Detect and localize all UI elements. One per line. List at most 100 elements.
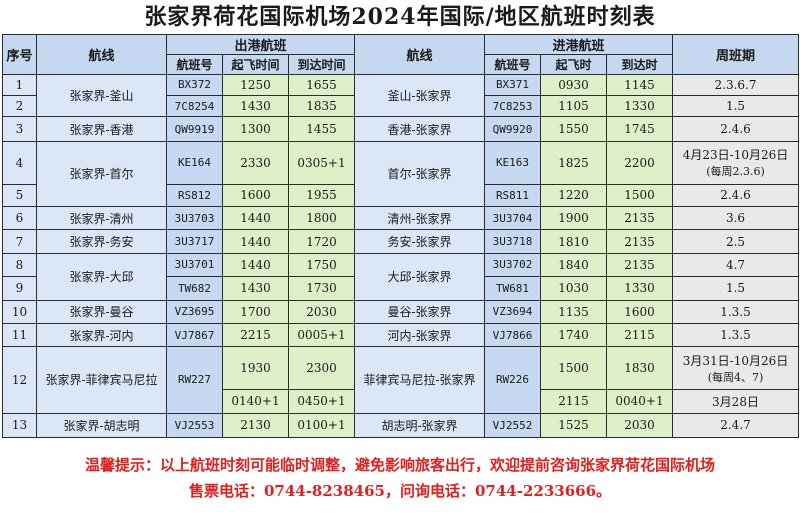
weekly-days: 1.5 (672, 95, 799, 118)
out-arr-time: 2300 (288, 346, 355, 391)
out-dep-time: 1430 (222, 276, 289, 301)
out-route: 张家界-大邱 (36, 252, 167, 301)
out-arr-time: 1455 (288, 116, 355, 142)
out-dep-time: 1250 (222, 73, 289, 97)
in-arr-time: 1330 (606, 95, 673, 118)
weekly-days-range: 4月23日-10月26日 (682, 148, 789, 163)
in-arr-time: 0040+1 (606, 389, 673, 414)
weekly-days: 2.3.6.7 (672, 73, 799, 97)
in-flight-no: 3U3704 (484, 205, 541, 231)
out-dep-time: 1440 (222, 205, 289, 231)
row-seq: 11 (2, 322, 37, 348)
table-row: 8 张家界-大邱 3U3701 1440 1750 大邱-张家界 3U3702 … (2, 252, 799, 301)
out-route: 张家界-首尔 (36, 140, 167, 207)
in-route: 香港-张家界 (354, 116, 485, 142)
weekly-days: 1.3.5 (672, 299, 799, 324)
in-dep-time: 1500 (540, 346, 607, 391)
out-arr-time: 0005+1 (288, 322, 355, 348)
weekly-days: 2.5 (672, 229, 799, 254)
page-title: 张家界荷花国际机场2024年国际/地区航班时刻表 (144, 4, 656, 30)
weekly-days-range: 3月31日-10月26日 (682, 353, 789, 368)
in-arr-time: 2135 (606, 229, 673, 254)
header-in-dep-time: 起飞时 (540, 54, 607, 75)
weekly-days: 4.7 (672, 252, 799, 278)
table-row: 13 张家界-胡志明 VJ2553 2130 0100+1 胡志明-张家界 VJ… (2, 412, 799, 438)
in-arr-time: 1830 (606, 346, 673, 391)
out-arr-time: 2030 (288, 299, 355, 324)
weekly-days: 3月28日 (672, 389, 799, 414)
table-row: 1 张家界-釜山 BX372 1250 1655 釜山-张家界 BX371 09… (2, 73, 799, 118)
out-flight-no: VJ7867 (166, 322, 223, 348)
out-dep-time: 1700 (222, 299, 289, 324)
header-out-arr-time: 到达时间 (288, 54, 355, 75)
notice-line-1: 温馨提示：以上航班时刻可能临时调整，避免影响旅客出行，欢迎提前咨询张家界荷花国际… (84, 456, 715, 474)
header-out-route: 航线 (36, 34, 167, 75)
out-arr-time: 1730 (288, 276, 355, 301)
in-dep-time: 1525 (540, 412, 607, 438)
in-arr-time: 1745 (606, 116, 673, 142)
in-route: 河内-张家界 (354, 322, 485, 348)
out-arr-time: 0450+1 (288, 389, 355, 414)
in-dep-time: 1550 (540, 116, 607, 142)
out-route: 张家界-胡志明 (36, 412, 167, 438)
in-arr-time: 2135 (606, 252, 673, 278)
out-flight-no: 7C8254 (166, 95, 223, 118)
weekly-days-note: (每周4、7) (707, 370, 764, 384)
notice-line-2: 售票电话：0744-8238465，问询电话：0744-2233666。 (188, 482, 612, 500)
in-dep-time: 1105 (540, 95, 607, 118)
in-route: 胡志明-张家界 (354, 412, 485, 438)
out-flight-no: VZ3695 (166, 299, 223, 324)
table-row: 6 张家界-清州 3U3703 1440 1800 清州-张家界 3U3704 … (2, 205, 799, 231)
in-dep-time: 1740 (540, 322, 607, 348)
row-seq: 8 (2, 252, 37, 278)
row-seq: 13 (2, 412, 37, 438)
out-flight-no: 3U3717 (166, 229, 223, 254)
weekly-days: 3月31日-10月26日 (每周4、7) (672, 346, 799, 391)
in-dep-time: 0930 (540, 73, 607, 97)
weekly-days: 2.4.7 (672, 412, 799, 438)
in-flight-no: TW681 (484, 276, 541, 301)
in-dep-time: 2115 (540, 389, 607, 414)
in-flight-no: VZ3694 (484, 299, 541, 324)
in-dep-time: 1220 (540, 183, 607, 207)
out-route: 张家界-务安 (36, 229, 167, 254)
weekly-days: 1.3.5 (672, 322, 799, 348)
header-out-dep-time: 起飞时间 (222, 54, 289, 75)
notice-box: 温馨提示：以上航班时刻可能临时调整，避免影响旅客出行，欢迎提前咨询张家界荷花国际… (0, 452, 800, 504)
in-flight-no: 3U3718 (484, 229, 541, 254)
in-route: 曼谷-张家界 (354, 299, 485, 324)
table-row: 7 张家界-务安 3U3717 1440 1720 务安-张家界 3U3718 … (2, 229, 799, 254)
out-dep-time: 2215 (222, 322, 289, 348)
out-arr-time: 1835 (288, 95, 355, 118)
in-flight-no: KE163 (484, 140, 541, 185)
in-route: 清州-张家界 (354, 205, 485, 231)
out-route: 张家界-香港 (36, 116, 167, 142)
out-arr-time: 1655 (288, 73, 355, 97)
in-arr-time: 1330 (606, 276, 673, 301)
out-dep-time: 1440 (222, 252, 289, 278)
header-seq: 序号 (2, 34, 37, 75)
in-arr-time: 1500 (606, 183, 673, 207)
weekly-days: 3.6 (672, 205, 799, 231)
row-seq: 1 (2, 73, 37, 97)
in-arr-time: 1145 (606, 73, 673, 97)
in-dep-time: 1810 (540, 229, 607, 254)
out-flight-no: 3U3701 (166, 252, 223, 278)
header-out-flight-no: 航班号 (166, 54, 223, 75)
out-flight-no: QW9919 (166, 116, 223, 142)
table-row: 3 张家界-香港 QW9919 1300 1455 香港-张家界 QW9920 … (2, 116, 799, 142)
in-route: 釜山-张家界 (354, 73, 485, 118)
in-flight-no: VJ7866 (484, 322, 541, 348)
row-seq: 5 (2, 183, 37, 207)
table-row: 9 TW682 1430 1730 TW681 1030 1330 1.5 (2, 276, 799, 301)
out-dep-time: 2330 (222, 140, 289, 185)
out-dep-time: 1440 (222, 229, 289, 254)
out-arr-time: 0305+1 (288, 140, 355, 185)
in-flight-no: QW9920 (484, 116, 541, 142)
in-dep-time: 1030 (540, 276, 607, 301)
out-arr-time: 0100+1 (288, 412, 355, 438)
row-seq: 4 (2, 140, 37, 185)
out-dep-time: 1300 (222, 116, 289, 142)
in-route: 务安-张家界 (354, 229, 485, 254)
weekly-days-note: (每周2.3.6) (706, 165, 765, 179)
